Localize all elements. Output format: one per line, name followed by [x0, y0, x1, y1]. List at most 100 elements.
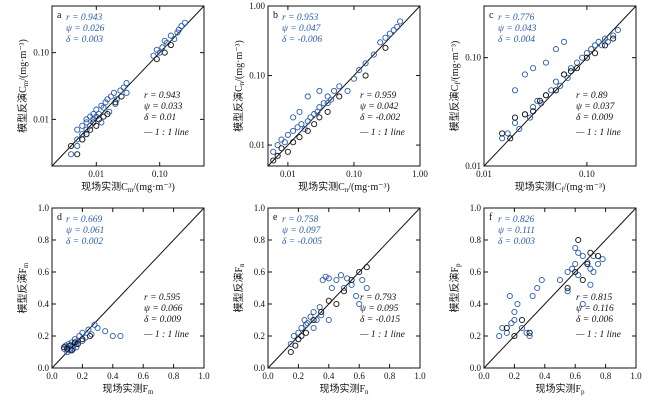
data-point: [112, 100, 119, 108]
data-point: [68, 347, 75, 354]
data-point: [333, 300, 340, 308]
data-point: [386, 30, 393, 37]
data-point: [499, 130, 506, 137]
data-point: [87, 126, 94, 133]
x-axis-label: 现场实测Cf/(mg·m⁻³): [515, 180, 606, 194]
data-point: [304, 93, 311, 100]
stat-black: δ = 0.006: [576, 315, 613, 325]
x-axis-label: 现场实测Fm: [102, 382, 154, 396]
data-point: [592, 50, 599, 57]
x-tick-label: 0.10: [152, 169, 168, 179]
stat-black: ψ = 0.042: [360, 102, 399, 112]
data-point: [344, 87, 351, 95]
y-axis-label: 模型反演Fn: [232, 263, 246, 313]
stat-blue: δ = -0.006: [282, 35, 322, 45]
one-to-one-line: [483, 207, 637, 369]
data-point: [304, 127, 311, 134]
data-point: [584, 259, 591, 266]
data-point: [304, 320, 311, 327]
stat-black: r = 0.793: [360, 293, 396, 303]
data-point: [117, 332, 124, 340]
data-point: [579, 276, 586, 284]
panel-e: 0.0 0.2 0.4 0.6 0.8 1.0 0.0 0.2 0.4 0.6 0.8 1.0 现场实测…: [232, 203, 426, 396]
data-point: [161, 49, 168, 56]
x-tick-label: 0.4: [323, 371, 335, 381]
x-axis-label: 现场实测Cn/(mg·m⁻³): [298, 180, 390, 194]
data-point: [76, 332, 83, 340]
stat-black: r = 0.959: [360, 91, 396, 101]
x-tick-label: 0.6: [570, 371, 582, 381]
stat-blue: r = 0.776: [498, 13, 534, 23]
data-point: [118, 93, 125, 100]
data-point: [107, 93, 114, 100]
one-to-one-line: [483, 5, 637, 167]
y-tick-label: 0.10: [465, 53, 481, 63]
stat-blue: r = 0.943: [66, 13, 102, 23]
data-point: [610, 32, 617, 39]
data-point: [333, 276, 340, 284]
data-point: [79, 337, 86, 344]
data-point: [590, 252, 597, 260]
data-point: [307, 114, 314, 121]
stat-black: ψ = 0.116: [576, 304, 614, 314]
y-axis-label: 模型反演Fm: [16, 262, 30, 314]
data-point: [350, 75, 357, 82]
data-point: [320, 100, 327, 107]
plot-frame: [483, 207, 637, 369]
data-point: [153, 56, 160, 63]
y-tick-label: 0.6: [470, 267, 482, 277]
y-tick-label: 0.10: [33, 48, 49, 58]
data-point: [181, 19, 188, 26]
data-point: [529, 292, 536, 300]
data-point: [499, 324, 506, 332]
data-point: [587, 265, 594, 272]
one-to-one-line: [267, 207, 421, 369]
data-point: [530, 65, 537, 72]
data-point: [295, 329, 302, 336]
data-point: [85, 326, 92, 333]
data-point: [542, 59, 550, 66]
data-point: [356, 268, 363, 276]
data-point: [356, 66, 363, 74]
data-point: [377, 39, 384, 46]
stat-black: δ = 0.009: [576, 113, 613, 123]
data-point: [70, 345, 77, 352]
data-point: [79, 136, 86, 143]
data-point: [67, 345, 74, 352]
data-point: [526, 332, 533, 340]
data-point: [567, 68, 575, 75]
data-point: [270, 148, 277, 155]
x-tick-label: 0.8: [600, 371, 612, 381]
y-tick-label: 0.0: [38, 363, 50, 373]
data-point: [594, 252, 602, 260]
data-point: [557, 82, 564, 89]
data-point: [518, 316, 526, 324]
data-point: [567, 65, 575, 72]
data-point: [61, 345, 68, 352]
x-tick-label: 0.8: [168, 371, 180, 381]
x-tick-label: 0.6: [354, 371, 366, 381]
stat-blue: δ = 0.003: [498, 237, 535, 247]
data-point: [74, 142, 81, 149]
line-legend: — 1 : 1 line: [143, 330, 189, 340]
stat-blue: ψ = 0.026: [66, 24, 105, 34]
x-axis-label: 现场实测Cm/(mg·m⁻³): [81, 180, 175, 194]
data-point: [316, 104, 323, 111]
data-point: [538, 276, 545, 284]
y-tick-label: 1.0: [38, 203, 50, 213]
data-point: [100, 104, 107, 111]
data-point: [123, 80, 130, 87]
data-point: [167, 32, 174, 39]
y-tick-label: 0.2: [470, 331, 481, 341]
data-point: [311, 110, 318, 118]
data-point: [74, 126, 81, 133]
data-point: [610, 35, 617, 42]
data-point: [575, 236, 582, 244]
data-point: [328, 284, 335, 292]
data-point: [336, 83, 343, 90]
data-point: [316, 114, 323, 121]
data-point: [552, 87, 559, 94]
data-point: [292, 342, 299, 349]
data-point: [572, 244, 579, 252]
